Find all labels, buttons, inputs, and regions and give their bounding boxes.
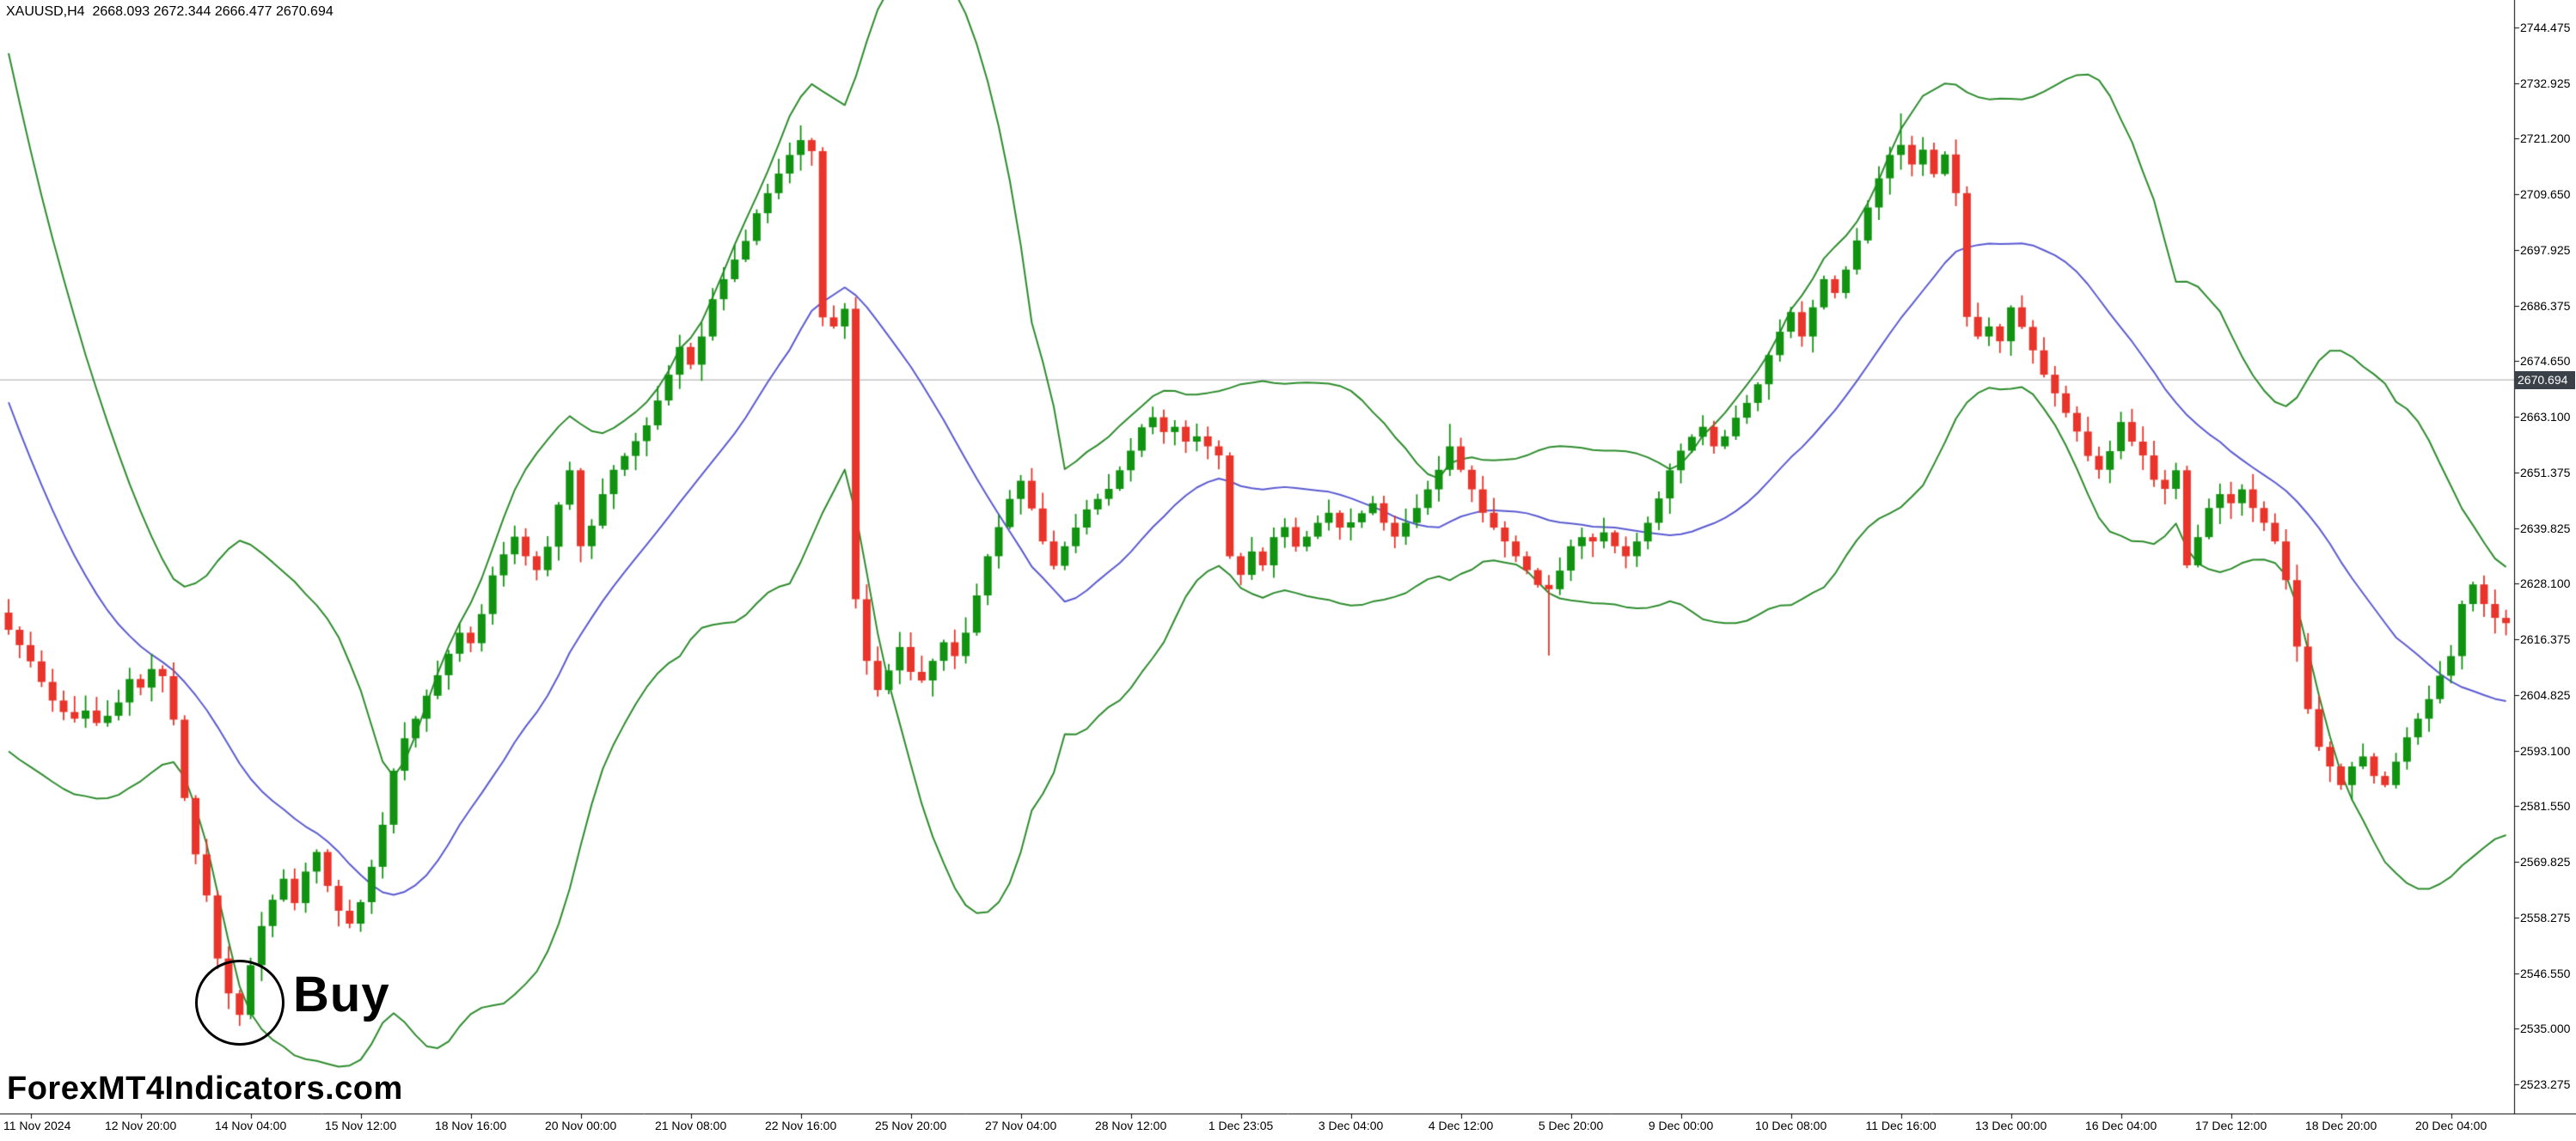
price-axis-label: 2663.100 bbox=[2520, 410, 2571, 424]
price-axis-label: 2697.925 bbox=[2520, 242, 2571, 257]
price-axis-label: 2523.275 bbox=[2520, 1077, 2571, 1091]
price-axis-label: 2604.825 bbox=[2520, 687, 2571, 702]
price-axis-label: 2721.200 bbox=[2520, 131, 2571, 146]
time-axis-label: 9 Dec 00:00 bbox=[1648, 1119, 1714, 1132]
time-axis-label: 4 Dec 12:00 bbox=[1428, 1119, 1494, 1132]
time-axis-label: 3 Dec 04:00 bbox=[1318, 1119, 1384, 1132]
price-axis-label: 2593.100 bbox=[2520, 743, 2571, 758]
time-axis-label: 22 Nov 16:00 bbox=[764, 1119, 837, 1132]
price-axis-label: 2558.275 bbox=[2520, 910, 2571, 924]
time-axis-label: 11 Dec 16:00 bbox=[1865, 1119, 1937, 1132]
time-axis-label: 18 Dec 20:00 bbox=[2304, 1119, 2377, 1132]
time-axis-label: 20 Dec 04:00 bbox=[2414, 1119, 2487, 1132]
time-axis-label: 13 Dec 00:00 bbox=[1974, 1119, 2047, 1132]
chart-title: XAUUSD,H4 2668.093 2672.344 2666.477 267… bbox=[6, 4, 333, 19]
time-axis-label: 20 Nov 00:00 bbox=[544, 1119, 617, 1132]
time-axis-label: 16 Dec 04:00 bbox=[2084, 1119, 2157, 1132]
time-axis-label: 25 Nov 20:00 bbox=[874, 1119, 947, 1132]
time-axis-label: 17 Dec 12:00 bbox=[2194, 1119, 2267, 1132]
price-axis-label: 2709.650 bbox=[2520, 187, 2571, 202]
price-axis-label: 2639.825 bbox=[2520, 521, 2571, 535]
time-axis-label: 1 Dec 23:05 bbox=[1208, 1119, 1274, 1132]
time-axis-label: 18 Nov 16:00 bbox=[434, 1119, 507, 1132]
time-axis-label: 5 Dec 20:00 bbox=[1538, 1119, 1604, 1132]
time-axis-label: 21 Nov 08:00 bbox=[654, 1119, 727, 1132]
time-axis-label: 10 Dec 08:00 bbox=[1754, 1119, 1827, 1132]
price-axis-label: 2546.550 bbox=[2520, 966, 2571, 980]
time-axis-label: 28 Nov 12:00 bbox=[1094, 1119, 1167, 1132]
price-axis-label: 2535.000 bbox=[2520, 1022, 2571, 1036]
time-axis-label: 14 Nov 04:00 bbox=[214, 1119, 287, 1132]
time-axis-label: 15 Nov 12:00 bbox=[324, 1119, 397, 1132]
time-axis-label: 27 Nov 04:00 bbox=[984, 1119, 1057, 1132]
current-price-tag: 2670.694 bbox=[2515, 370, 2575, 389]
price-axis-label: 2581.550 bbox=[2520, 799, 2571, 814]
price-axis-label: 2628.100 bbox=[2520, 577, 2571, 591]
time-axis-label: 12 Nov 20:00 bbox=[104, 1119, 177, 1132]
watermark: ForexMT4Indicators.com bbox=[7, 1071, 403, 1107]
price-axis-label: 2744.475 bbox=[2520, 21, 2571, 34]
price-axis-label: 2732.925 bbox=[2520, 76, 2571, 90]
price-axis-label: 2686.375 bbox=[2520, 298, 2571, 313]
buy-circle-annotation bbox=[195, 960, 285, 1046]
time-axis-label: 11 Nov 2024 bbox=[3, 1119, 71, 1132]
price-axis-label: 2569.825 bbox=[2520, 855, 2571, 869]
price-axis-label: 2616.375 bbox=[2520, 632, 2571, 647]
price-axis-label: 2651.375 bbox=[2520, 465, 2571, 479]
buy-label: Buy bbox=[293, 967, 390, 1022]
price-axis-label: 2674.650 bbox=[2520, 354, 2571, 369]
